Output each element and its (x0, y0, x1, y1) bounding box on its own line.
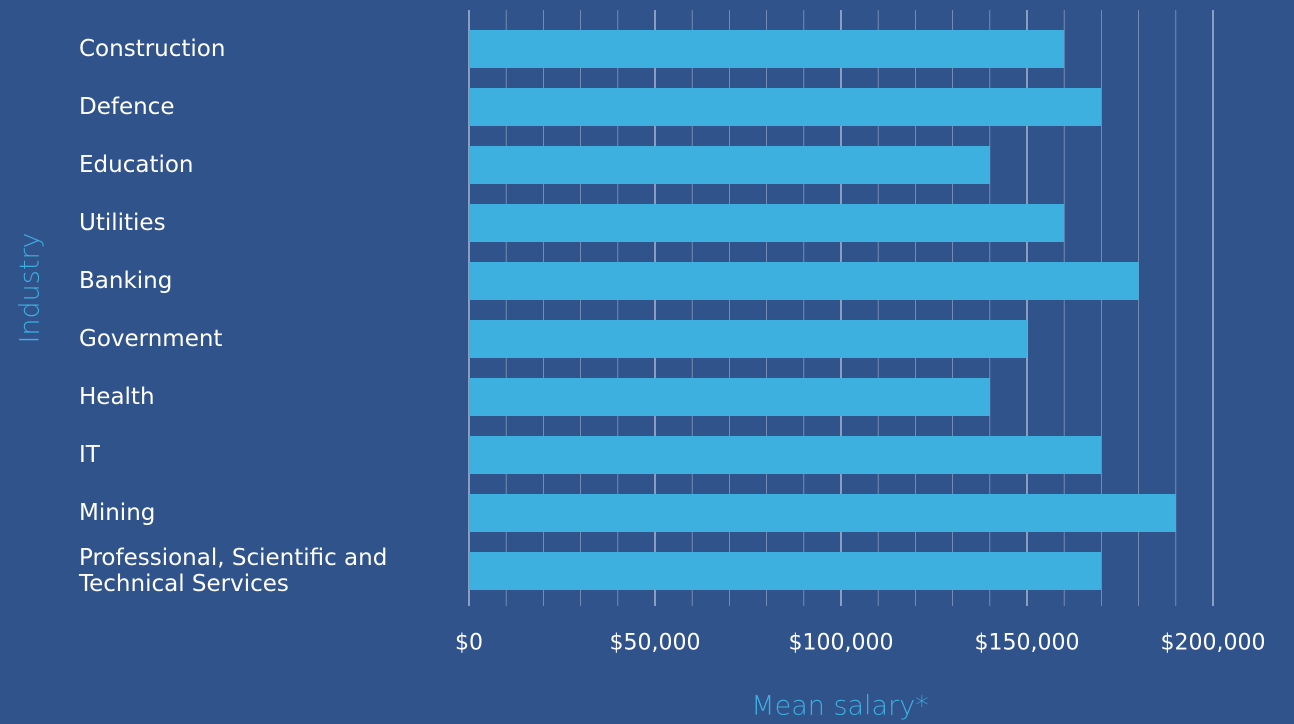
bar-government (469, 320, 1027, 358)
bar-construction (469, 30, 1065, 68)
bar-utilities (469, 204, 1065, 242)
bar-banking (469, 262, 1139, 300)
x-tick-label: $100,000 (789, 631, 894, 656)
bar-professional-scientific-and-technical-services (469, 552, 1102, 590)
category-label: Banking (79, 268, 172, 294)
x-tick-label: $200,000 (1161, 631, 1266, 656)
bar-it (469, 436, 1102, 474)
category-label: Mining (79, 500, 155, 526)
x-axis-title: Mean salary* (751, 691, 928, 722)
bar-defence (469, 88, 1102, 126)
category-label: Construction (79, 36, 225, 62)
x-tick-label: $0 (455, 631, 483, 656)
category-label: Health (79, 384, 155, 410)
bars (469, 30, 1176, 590)
y-axis-title: Industry (15, 232, 46, 343)
category-labels: Construction Defence Education Utilities Ban… (78, 36, 387, 597)
x-tick-label: $50,000 (610, 631, 701, 656)
category-label: IT (79, 442, 101, 468)
category-label: Government (79, 326, 222, 352)
bar-health (469, 378, 990, 416)
x-tick-label: $150,000 (975, 631, 1080, 656)
bar-education (469, 146, 990, 184)
category-label: Professional, Scientific and Technical Se… (78, 545, 387, 597)
x-tick-labels: $0 $50,000 $100,000 $150,000 $200,000 (455, 631, 1265, 656)
bar-mining (469, 494, 1176, 532)
category-label: Defence (79, 94, 174, 120)
category-label: Education (79, 152, 194, 178)
category-label: Utilities (79, 210, 166, 236)
